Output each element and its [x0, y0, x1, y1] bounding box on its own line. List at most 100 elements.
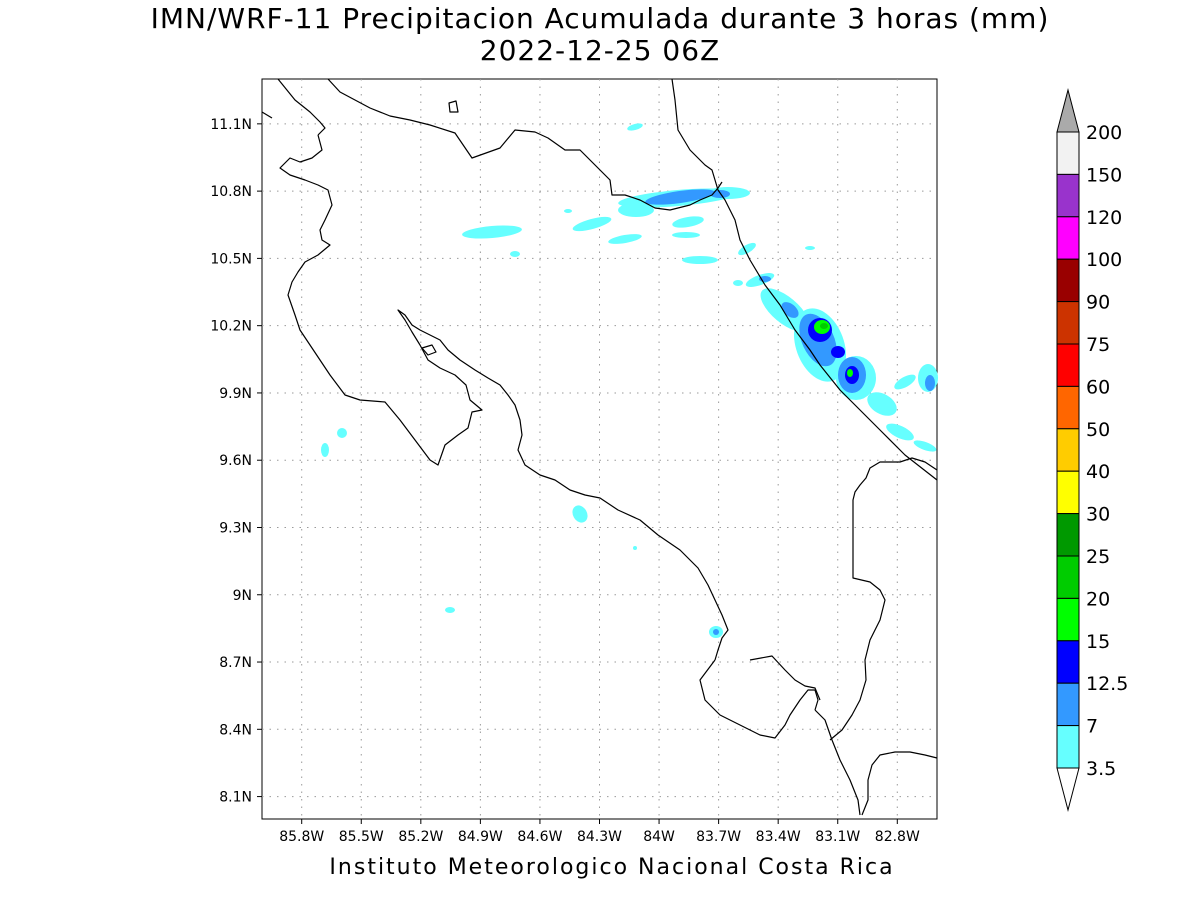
precip-area [733, 280, 743, 286]
precip-area [738, 242, 756, 256]
colorbar-label: 150 [1086, 164, 1122, 186]
y-tick-label: 11.1N [210, 117, 252, 133]
precip-area [608, 234, 642, 244]
y-tick-label: 8.1N [219, 790, 252, 806]
precip-area [510, 251, 520, 257]
x-tick-label: 84W [643, 829, 675, 845]
precip-area [572, 505, 588, 523]
precip-area [645, 189, 715, 205]
precipitation-field [321, 123, 938, 638]
colorbar-box [1056, 597, 1080, 642]
colorbar-label: 12.5 [1086, 673, 1128, 695]
x-tick-label: 82.8W [875, 829, 920, 845]
y-tick-label: 10.8N [210, 184, 252, 200]
precip-area [847, 369, 853, 377]
precip-20-areas [820, 323, 828, 329]
precip-area [321, 443, 329, 457]
coastline-north-west [277, 78, 326, 136]
colorbar-box [1056, 513, 1080, 557]
colorbar-label: 60 [1086, 376, 1110, 398]
colorbar-label: 20 [1086, 588, 1110, 610]
colorbar-label: 75 [1086, 334, 1110, 356]
precip-area [682, 256, 718, 264]
y-tick-label: 10.5N [210, 251, 252, 267]
map-title: IMN/WRF-11 Precipitacion Acumulada duran… [150, 2, 1050, 35]
precip-area [805, 246, 815, 250]
coastline-burica [814, 709, 861, 816]
y-tick-label: 9N [233, 588, 252, 604]
colorbar-box [1056, 173, 1080, 218]
colorbar-under-triangle [1056, 767, 1080, 812]
precip-area [564, 209, 572, 213]
precip-area [337, 428, 347, 438]
credit-text: Instituto Meteorologico Nacional Costa R… [329, 855, 895, 880]
x-tick-label: 84.6W [517, 829, 562, 845]
x-tick-label: 84.9W [458, 829, 503, 845]
precip-area [820, 323, 828, 329]
coastline-panama [861, 751, 938, 816]
x-tick-label: 83.1W [815, 829, 860, 845]
colorbar-label: 7 [1086, 716, 1098, 738]
colorbar-over-triangle [1056, 88, 1080, 133]
map-panel: 85.8W 85.5W 85.2W 84.9W 84.6W 84.3W 84W 83.7W 83… [210, 78, 938, 845]
y-tick-label: 9.6N [219, 453, 252, 469]
colorbar-box [1056, 385, 1080, 430]
colorbar-box [1056, 682, 1080, 727]
precip-area [672, 232, 700, 238]
coastline-caribbean [671, 78, 938, 481]
y-tick-label: 8.4N [219, 722, 252, 738]
border-nicaragua [327, 78, 723, 211]
precip-area [913, 440, 937, 452]
x-tick-label: 85.5W [339, 829, 384, 845]
map-datetime: 2022-12-25 06Z [479, 34, 721, 67]
colorbar-box [1056, 131, 1080, 175]
colorbar-label: 30 [1086, 504, 1110, 526]
precip-area [831, 346, 845, 358]
x-tick-label: 83.4W [756, 829, 801, 845]
precip-area [672, 216, 704, 228]
colorbar-label: 90 [1086, 292, 1110, 314]
colorbar-label: 100 [1086, 249, 1122, 271]
island-chira [421, 344, 437, 356]
colorbar-box [1056, 555, 1080, 599]
precip-area [633, 546, 637, 550]
colorbar-box [1056, 343, 1080, 387]
y-tick-label: 9.3N [219, 520, 252, 536]
y-tick-label: 8.7N [219, 655, 252, 671]
colorbar-box [1056, 640, 1080, 684]
colorbar-label: 50 [1086, 419, 1110, 441]
coastline-segment [261, 111, 273, 119]
coastline-golfo-dulce [749, 655, 821, 701]
map-axes: 85.8W 85.5W 85.2W 84.9W 84.6W 84.3W 84W 83.7W 83… [210, 117, 920, 845]
colorbar-box [1056, 216, 1080, 260]
x-tick-label: 83.7W [696, 829, 741, 845]
colorbar-label: 200 [1086, 122, 1122, 144]
colorbar-label: 15 [1086, 631, 1110, 653]
x-tick-label: 84.3W [577, 829, 622, 845]
precip-area [618, 203, 654, 217]
colorbar-box [1056, 428, 1080, 472]
colorbar-label: 25 [1086, 546, 1110, 568]
x-tick-label: 85.8W [279, 829, 324, 845]
coastline-osa [699, 659, 819, 739]
precip-area [627, 123, 643, 131]
precip-area [462, 225, 522, 239]
colorbar-label: 120 [1086, 207, 1122, 229]
coastlines [261, 78, 938, 816]
precip-area [445, 607, 455, 613]
colorbar-label: 40 [1086, 461, 1110, 483]
colorbar-box [1056, 725, 1080, 769]
precip-area [886, 423, 914, 441]
colorbar-box [1056, 258, 1080, 303]
precip-area [713, 629, 719, 635]
y-tick-label: 10.2N [210, 319, 252, 335]
colorbar-box [1056, 470, 1080, 515]
lake-island [448, 100, 459, 113]
precip-area [572, 216, 612, 232]
map-frame [261, 78, 938, 820]
precip-area [867, 392, 897, 416]
colorbar-legend: 3.5 7 12.5 15 20 25 30 40 50 60 75 90 100 120 150 200 [1056, 88, 1128, 812]
colorbar-box [1056, 301, 1080, 345]
y-tick-label: 9.9N [219, 386, 252, 402]
coastline-pacific [279, 134, 729, 661]
